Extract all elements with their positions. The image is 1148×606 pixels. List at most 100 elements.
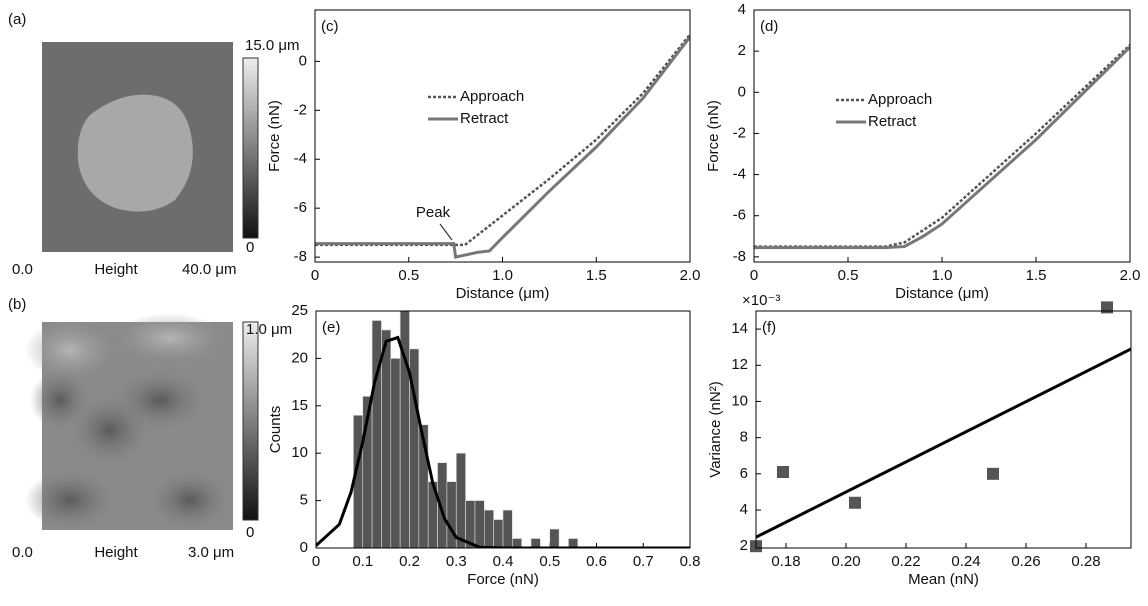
texture [115, 313, 225, 363]
x-tick-label: 0.28 [1071, 553, 1100, 570]
legend-label: Approach [868, 91, 932, 108]
texture [25, 470, 115, 530]
y-tick-label: -8 [733, 248, 746, 265]
y-tick-label: 5 [300, 492, 308, 509]
data-point [777, 466, 789, 479]
y-axis-label: Counts [267, 406, 284, 454]
y-axis-label: Force (nN) [705, 100, 722, 172]
x-tick-label: 0.5 [398, 267, 419, 284]
image-caption: Height [94, 261, 138, 278]
y-tick-label: 10 [291, 444, 308, 461]
panel-label: (a) [8, 11, 26, 28]
y-tick-label: 10 [731, 392, 748, 409]
y-tick-label: -4 [294, 150, 307, 167]
fit-line [756, 347, 1131, 539]
y-tick-label: 20 [291, 349, 308, 366]
histogram-bar [455, 452, 466, 548]
y-tick-label: -4 [733, 166, 746, 183]
data-point [987, 467, 999, 480]
x-tick-label: 0.20 [831, 553, 860, 570]
texture [30, 370, 90, 430]
scale-start: 0.0 [12, 261, 33, 278]
panel-label: (b) [8, 296, 26, 313]
fit-curve [316, 335, 690, 548]
histogram-bar [371, 320, 382, 548]
y-tick-label: 25 [291, 302, 308, 319]
texture [70, 395, 150, 465]
force-curve [754, 45, 1130, 250]
x-tick-label: 1.5 [586, 267, 607, 284]
axes-frame [315, 310, 691, 549]
scale-start: 0.0 [12, 544, 33, 561]
colorbar-bottom: 0 [246, 524, 254, 541]
y-tick-label: -6 [733, 207, 746, 224]
x-tick-label: 2.0 [680, 267, 701, 284]
colorbar [242, 321, 259, 521]
colorbar-top: 1.0 μm [246, 321, 292, 338]
y-tick-label: 4 [740, 501, 748, 518]
annotation-arrow [439, 223, 453, 241]
x-tick-label: 0.4 [493, 553, 514, 570]
x-tick-label: 0.24 [951, 553, 980, 570]
panel-label: (e) [322, 319, 340, 336]
histogram-bar [474, 500, 485, 548]
panel-label: (f) [762, 319, 776, 336]
colorbar-top: 15.0 μm [245, 37, 300, 54]
y-tick-label: -2 [294, 101, 307, 118]
histogram-bar [512, 538, 522, 548]
colorbar-bottom: 0 [246, 239, 254, 256]
force-curve [315, 36, 690, 259]
annotation: Peak [416, 204, 451, 221]
histogram-bar [483, 509, 494, 548]
axes-frame [314, 9, 691, 263]
y-tick-label: 12 [731, 356, 748, 373]
x-tick-label: 0.3 [446, 553, 467, 570]
y-tick-label: -8 [294, 248, 307, 265]
texture [150, 470, 230, 530]
histogram-bar [530, 538, 541, 548]
y-tick-label: 14 [731, 320, 748, 337]
y-axis-label: Force (nN) [266, 100, 283, 172]
x-tick-label: 1.5 [1026, 267, 1047, 284]
y-tick-label: 6 [740, 465, 748, 482]
histogram-bar [493, 519, 504, 548]
y-tick-label: 0 [738, 83, 746, 100]
x-tick-label: 0.1 [352, 553, 373, 570]
axes-frame [753, 9, 1131, 263]
panel-label: (d) [760, 18, 778, 35]
x-tick-label: 1.0 [932, 267, 953, 284]
y-tick-label: 0 [300, 539, 308, 556]
x-tick-label: 0.8 [680, 553, 701, 570]
y-tick-label: -6 [294, 199, 307, 216]
cell-region [77, 94, 193, 212]
texture [25, 320, 115, 380]
x-tick-label: 0.22 [891, 553, 920, 570]
data-point [849, 496, 861, 509]
x-tick-label: 0 [311, 267, 319, 284]
x-axis-label: Distance (μm) [456, 285, 550, 302]
histogram-bar [549, 528, 560, 548]
histogram-bar [502, 509, 513, 548]
y-tick-label: 0 [299, 52, 307, 69]
x-tick-label: 0.18 [771, 553, 800, 570]
histogram-bar [568, 538, 579, 548]
legend-label: Retract [460, 110, 509, 127]
data-point [1101, 301, 1113, 314]
x-axis-label: Force (nN) [467, 571, 539, 588]
y-tick-label: 15 [291, 397, 308, 414]
y-axis-label: Variance (nN²) [707, 381, 724, 477]
force-curve [754, 44, 1130, 248]
x-tick-label: 0.2 [399, 553, 420, 570]
x-tick-label: 0.6 [586, 553, 607, 570]
force-curve [315, 33, 690, 247]
axes-frame [755, 310, 1132, 549]
histogram-bar [390, 358, 401, 548]
y-tick-label: 2 [740, 537, 748, 554]
x-tick-label: 0.26 [1011, 553, 1040, 570]
x-tick-label: 0.5 [539, 553, 560, 570]
x-tick-label: 0.7 [633, 553, 654, 570]
x-tick-label: 0 [750, 267, 758, 284]
x-tick-label: 2.0 [1120, 267, 1141, 284]
